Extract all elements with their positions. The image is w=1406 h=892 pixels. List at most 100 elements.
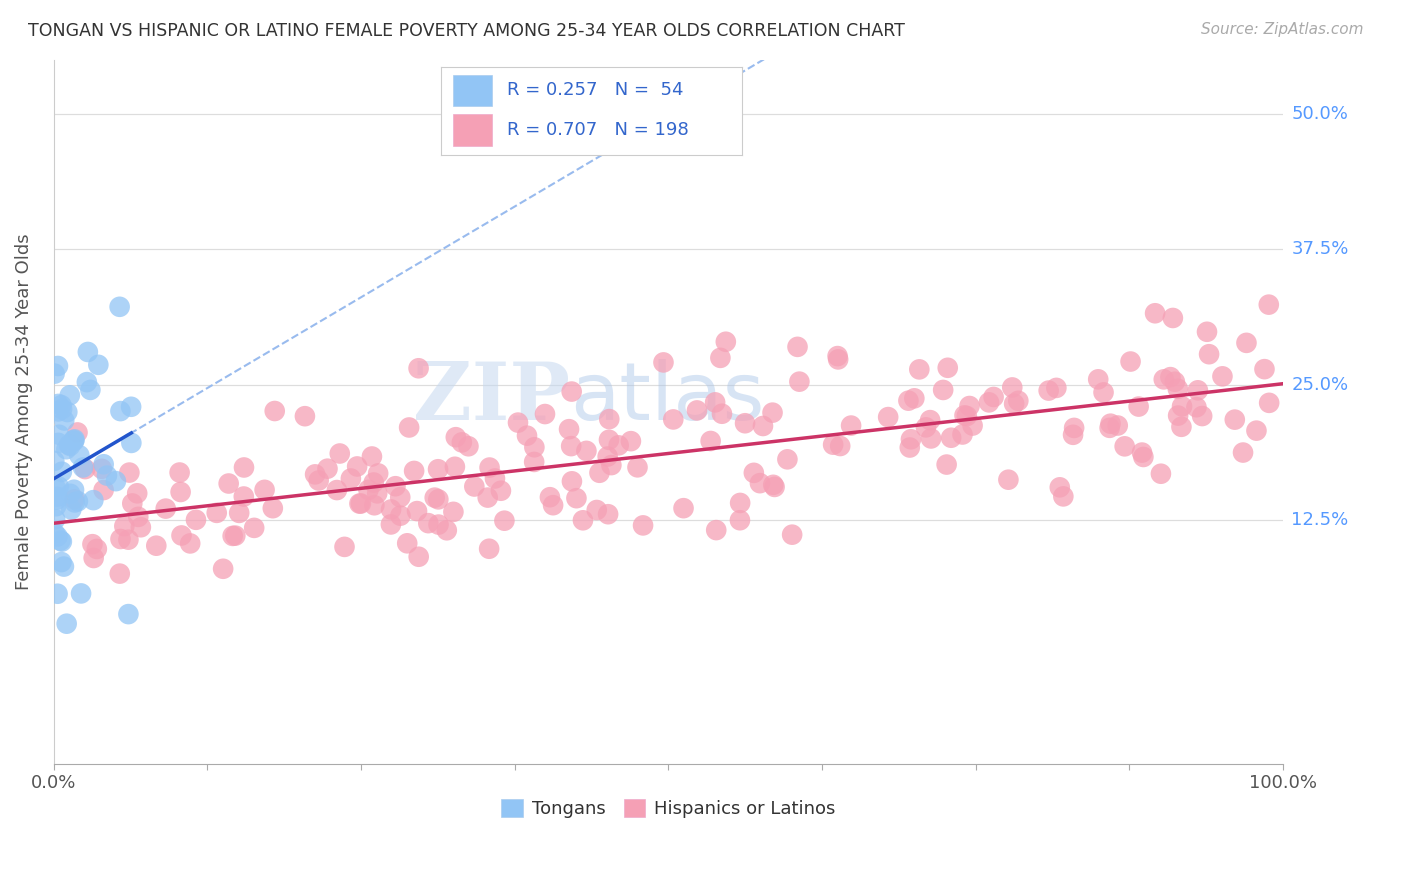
Point (56, 405, 79, 419)
Point (823, 438, 845, 452)
Point (96, 468, 118, 483)
Point (561, 475, 583, 489)
Point (506, 416, 529, 430)
Point (903, 392, 925, 406)
Point (839, 418, 862, 433)
Point (1164, 375, 1187, 389)
Point (898, 441, 921, 455)
Point (523, 440, 546, 454)
Point (104, 474, 127, 488)
Point (90, 462, 112, 476)
Point (1232, 445, 1254, 459)
Text: TONGAN VS HISPANIC OR LATINO FEMALE POVERTY AMONG 25-34 YEAR OLDS CORRELATION CH: TONGAN VS HISPANIC OR LATINO FEMALE POVE… (28, 22, 905, 40)
Text: 50.0%: 50.0% (1292, 104, 1348, 123)
Point (349, 497, 371, 511)
Point (728, 513, 751, 527)
Point (786, 340, 808, 354)
Point (70, 586, 93, 600)
Point (1130, 445, 1153, 459)
Point (686, 403, 709, 417)
Point (1170, 419, 1192, 434)
Point (51, 555, 73, 569)
Point (1253, 362, 1275, 376)
Text: 12.5%: 12.5% (1292, 511, 1348, 529)
Point (709, 351, 731, 365)
Point (935, 458, 957, 472)
Point (423, 491, 446, 505)
Point (742, 466, 765, 480)
Point (53, 413, 76, 427)
Point (1167, 382, 1189, 396)
Text: ZIP: ZIP (413, 359, 569, 436)
Point (253, 483, 276, 497)
Point (120, 436, 142, 450)
Point (1191, 409, 1213, 423)
Point (478, 460, 501, 475)
Point (294, 409, 316, 424)
Point (389, 490, 412, 504)
Point (959, 399, 981, 413)
Point (366, 486, 388, 500)
Point (118, 466, 141, 480)
Point (350, 496, 373, 510)
Point (699, 434, 721, 448)
Point (127, 509, 149, 524)
Point (1087, 372, 1109, 386)
Point (308, 474, 330, 488)
Point (827, 349, 849, 363)
Point (1092, 385, 1115, 400)
Point (404, 464, 426, 478)
Point (408, 549, 430, 564)
Point (184, 513, 207, 527)
Point (46, 404, 69, 418)
Point (523, 455, 546, 469)
Point (59, 388, 82, 402)
Point (877, 410, 900, 425)
Point (516, 428, 538, 442)
Point (1185, 401, 1208, 415)
Point (1128, 400, 1150, 414)
Point (572, 513, 595, 527)
Point (79, 383, 101, 397)
Point (748, 476, 770, 491)
Point (316, 461, 339, 475)
Point (463, 479, 485, 493)
Point (55, 616, 77, 631)
Text: atlas: atlas (569, 359, 765, 436)
Point (598, 412, 620, 426)
Point (1002, 397, 1025, 411)
Point (997, 473, 1019, 487)
Point (534, 407, 557, 421)
Point (384, 479, 406, 493)
Point (170, 528, 193, 542)
Point (304, 467, 326, 482)
Point (58, 438, 80, 452)
Point (953, 409, 976, 423)
Point (218, 476, 240, 491)
Point (48, 427, 70, 442)
Point (565, 491, 588, 506)
Point (232, 490, 254, 504)
Point (983, 390, 1005, 404)
Point (489, 483, 512, 498)
Point (1187, 384, 1209, 398)
Point (380, 517, 402, 532)
Point (46, 530, 69, 544)
Point (908, 362, 931, 376)
Point (66, 425, 89, 440)
Point (1150, 467, 1173, 481)
Y-axis label: Female Poverty Among 25-34 Year Olds: Female Poverty Among 25-34 Year Olds (15, 234, 32, 590)
Point (117, 607, 139, 621)
Point (920, 413, 942, 427)
Point (596, 450, 619, 464)
Point (652, 355, 675, 369)
Point (1171, 400, 1194, 414)
Point (221, 529, 243, 543)
Point (112, 519, 135, 533)
Point (1223, 412, 1246, 426)
Point (1001, 380, 1024, 394)
Point (46, 587, 69, 601)
Point (110, 532, 132, 546)
Point (752, 419, 775, 434)
Point (1153, 372, 1175, 386)
